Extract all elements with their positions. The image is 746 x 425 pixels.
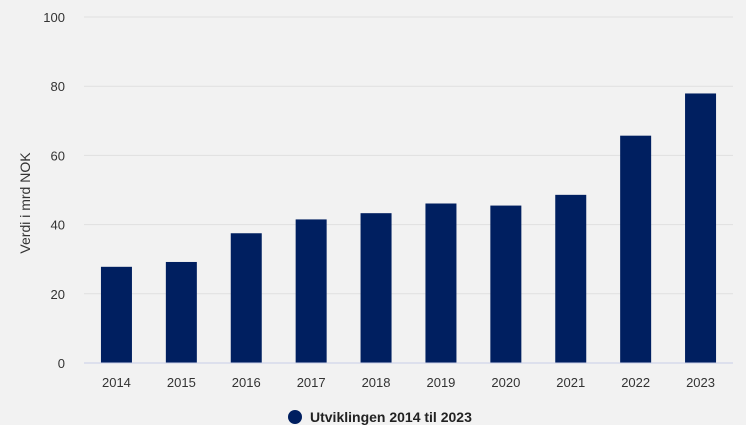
x-tick-label: 2022 bbox=[621, 375, 650, 390]
x-tick-label: 2020 bbox=[491, 375, 520, 390]
x-tick-label: 2018 bbox=[362, 375, 391, 390]
bar-2022[interactable] bbox=[620, 135, 652, 363]
bars bbox=[100, 93, 717, 363]
bar-2019[interactable] bbox=[425, 203, 457, 363]
x-tick-label: 2016 bbox=[232, 375, 261, 390]
bar-2020[interactable] bbox=[490, 205, 522, 363]
x-tick-label: 2015 bbox=[167, 375, 196, 390]
x-tick-label: 2014 bbox=[102, 375, 131, 390]
x-tick-label: 2019 bbox=[426, 375, 455, 390]
x-tick-label: 2021 bbox=[556, 375, 585, 390]
bar-2023[interactable] bbox=[685, 93, 717, 363]
x-tick-label: 2023 bbox=[686, 375, 715, 390]
legend[interactable]: Utviklingen 2014 til 2023 bbox=[288, 409, 472, 425]
legend-label: Utviklingen 2014 til 2023 bbox=[310, 409, 472, 425]
y-axis-title: Verdi i mrd NOK bbox=[17, 152, 33, 254]
bar-2018[interactable] bbox=[360, 213, 392, 363]
bar-2014[interactable] bbox=[100, 266, 132, 363]
y-tick-label: 40 bbox=[51, 218, 65, 233]
y-tick-label: 60 bbox=[51, 148, 65, 163]
x-axis-ticks: 2014 2015 2016 2017 2018 2019 2020 2021 2022 2023 bbox=[102, 375, 715, 390]
y-tick-label: 100 bbox=[43, 10, 65, 25]
y-axis-ticks: 0 20 40 60 80 100 bbox=[43, 10, 65, 371]
bar-2016[interactable] bbox=[230, 233, 262, 363]
y-tick-label: 80 bbox=[51, 79, 65, 94]
bar-2015[interactable] bbox=[165, 261, 197, 363]
bar-2017[interactable] bbox=[295, 219, 327, 363]
y-tick-label: 0 bbox=[58, 356, 65, 371]
bar-2021[interactable] bbox=[555, 194, 587, 363]
x-tick-label: 2017 bbox=[297, 375, 326, 390]
legend-swatch-icon bbox=[288, 410, 302, 424]
y-tick-label: 20 bbox=[51, 287, 65, 302]
